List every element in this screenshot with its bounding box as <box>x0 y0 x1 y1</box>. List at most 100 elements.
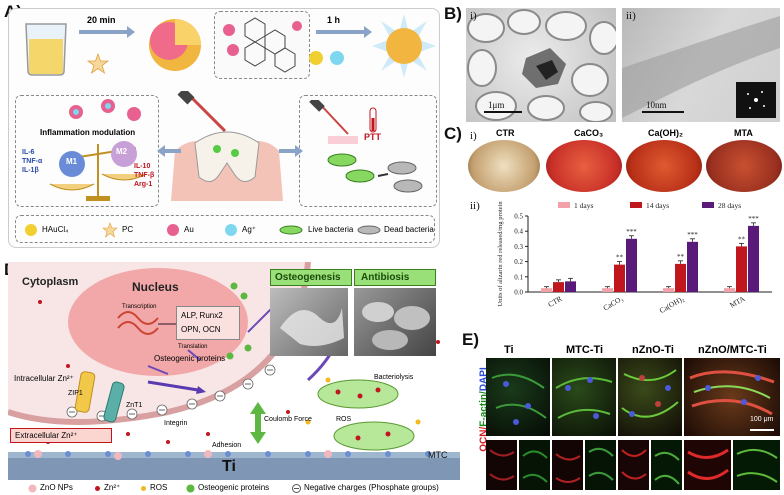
legend-zno-nps: ZnO NPs <box>40 483 73 492</box>
legend-swatch-0 <box>558 202 570 208</box>
micrograph-nzno-ti-cells <box>621 369 679 418</box>
molecule-box <box>214 11 310 79</box>
integrin-label: Integrin <box>164 420 188 427</box>
bar-1-0 <box>602 288 613 292</box>
mtc-ti-ocn-signal <box>555 453 581 483</box>
scale-bar-e: 100 μm <box>750 416 774 423</box>
adhesion-label: Adhesion <box>212 442 242 449</box>
negative-charge-icon <box>292 484 301 493</box>
coulomb-force-label: Coulomb Force <box>264 416 312 423</box>
micrograph-nzno-ti-red <box>618 440 649 490</box>
micrograph-nzno-ti <box>618 358 682 436</box>
legend-swatch-1 <box>630 202 642 208</box>
m2-label: M2 <box>116 147 128 156</box>
sig-1-2: *** <box>626 228 637 236</box>
tooth-icon <box>171 91 283 201</box>
mtc-label: MTC <box>428 450 448 460</box>
legend-swatch-2 <box>702 202 714 208</box>
legend-ros: ROS <box>150 483 168 492</box>
osteogenesis-badge: Osteogenesis <box>270 269 352 286</box>
dish-ctr <box>468 140 540 192</box>
nzno-ti-ocn-signal <box>621 449 647 480</box>
nucleus-label: Nucleus <box>132 280 179 294</box>
micrograph-nzno-mtc-ti-cells <box>689 370 775 431</box>
sig-1-1: ** <box>616 254 624 262</box>
bar-1-2 <box>626 238 637 292</box>
dish-label-caoh2: Ca(OH)₂ <box>648 128 683 138</box>
zip1-label: ZIP1 <box>68 390 83 397</box>
bar-3-2 <box>748 225 759 292</box>
bar-2-1 <box>675 263 686 292</box>
y-axis-label: Units of alizarin red released/mg protei… <box>497 201 504 307</box>
micrograph-mtc-ti-red <box>552 440 583 490</box>
legend-live-bacteria: Live bacteria <box>308 225 354 234</box>
bar-2-2 <box>687 241 698 292</box>
bar-3-0 <box>724 288 735 292</box>
ros-icon <box>141 486 146 491</box>
legend-ag: Ag⁺ <box>242 225 257 234</box>
sem-bacteria-image <box>362 302 430 350</box>
translation-label: Translation <box>178 344 208 350</box>
osteogenesis-label: Osteogenesis <box>275 272 341 283</box>
panel-d-legend: ZnO NPs Zn²⁺ ROS Osteogenic proteins Neg… <box>28 482 460 494</box>
y-tick-label-5: 0.5 <box>514 213 523 221</box>
micrograph-nzno-mtc-ti-green <box>733 440 780 490</box>
micrograph-nzno-ti-green <box>651 440 682 490</box>
bacteriolysis-label: Bacteriolysis <box>374 374 414 381</box>
intracellular-zn-label: Intracellular Zn²⁺ <box>14 374 74 383</box>
alp-label: ALP, Runx2 <box>181 311 223 320</box>
m1-label: M1 <box>66 157 78 166</box>
alizarin-bar-chart: 0.0 0.1 0.2 0.3 0.4 0.5 Units of alizarin red … <box>497 201 772 314</box>
ti-substrate-label: Ti <box>222 458 236 475</box>
legend-haucl4: HAuCl₄ <box>42 225 69 234</box>
panel-c-letter: C) <box>444 124 462 143</box>
au-icon <box>167 224 179 236</box>
live-bacteria-icon <box>279 225 303 235</box>
y-tick-label-2: 0.2 <box>514 258 523 266</box>
tem-image-i: i) 1μm <box>466 8 616 122</box>
mtc-ti-factin-signal <box>588 447 614 481</box>
bar-0-2 <box>565 281 576 292</box>
haucl4-icon <box>25 224 37 236</box>
nzno-mtc-ti-factin-signal <box>736 448 778 483</box>
sig-3-1: ** <box>738 235 746 243</box>
x-tick-label-0: CTR <box>546 294 563 309</box>
micrograph-ti-red <box>486 440 517 490</box>
sem-bone-image <box>280 308 344 346</box>
legend-pc: PC <box>122 225 134 234</box>
dead-bacteria-icon <box>357 225 381 235</box>
dish-caoh2 <box>626 140 702 192</box>
au-ag-nanostar-icon <box>372 14 436 78</box>
col-label-nzno-ti: nZnO-Ti <box>632 344 674 356</box>
micrograph-mtc-ti-cells <box>555 377 613 419</box>
osteogenic-protein-icon <box>186 484 195 493</box>
micrograph-mtc-ti-green <box>585 440 616 490</box>
dish-caco3 <box>546 140 622 192</box>
znt1-label: ZnT1 <box>126 402 143 409</box>
micrograph-mtc-ti <box>552 358 616 436</box>
legend-label-0: 1 days <box>574 201 593 210</box>
panel-b-sub-ii: ii) <box>626 10 636 22</box>
tem-mesh-image <box>467 9 616 122</box>
pc-star-icon <box>87 53 109 75</box>
gene-box: ALP, Runx2 OPN, OCN <box>176 306 240 340</box>
panel-c-sub-i: i) <box>470 130 477 142</box>
panel-e-side-label: OCN/F-actin/DAPI <box>470 344 490 490</box>
dish-mta <box>706 140 782 192</box>
col-label-nzno-mtc-ti: nZnO/MTC-Ti <box>698 344 767 356</box>
panel-e-letter: E) <box>462 330 479 349</box>
antibiosis-label: Antibiosis <box>361 272 410 283</box>
legend-label-2: 28 days <box>718 201 741 210</box>
dish-label-caco3: CaCO₃ <box>574 128 604 138</box>
bar-3-1 <box>736 246 747 292</box>
au-pc-sphere-icon <box>149 19 201 71</box>
time-label-2: 1 h <box>327 15 341 25</box>
scale-bar-ii: 10nm <box>646 100 667 110</box>
balance-scale-icon <box>49 141 147 201</box>
molecule-structure-icon <box>223 17 302 73</box>
x-tick-label-2: Ca(OH)₂ <box>658 294 686 314</box>
antibiosis-sem-image <box>354 288 436 356</box>
zno-nps-icon <box>28 484 37 493</box>
col-label-ti: Ti <box>504 344 514 356</box>
bar-2-0 <box>663 288 674 292</box>
